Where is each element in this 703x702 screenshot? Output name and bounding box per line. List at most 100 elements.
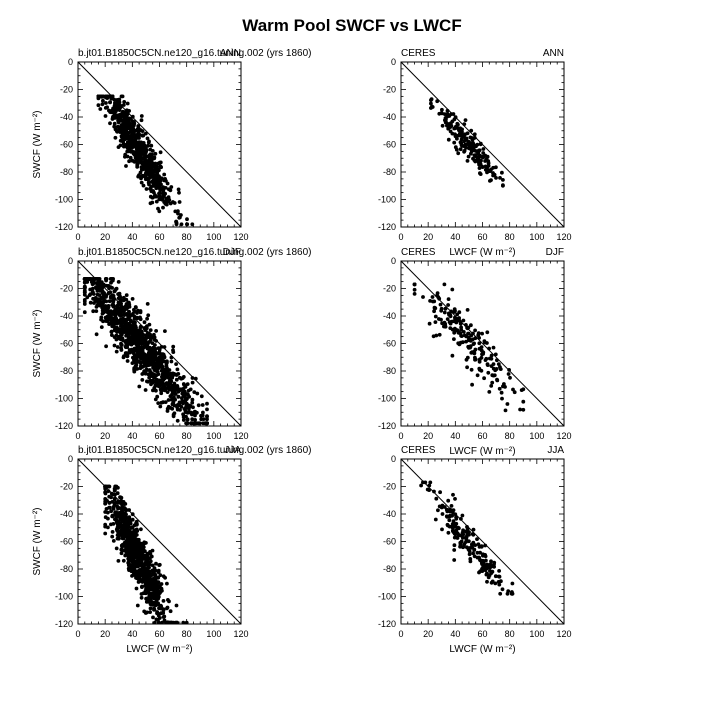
y-tick-label: -40: [383, 509, 396, 519]
data-point: [156, 613, 161, 618]
data-point: [453, 497, 457, 501]
data-point: [108, 121, 112, 126]
data-point: [467, 552, 472, 557]
y-tick-label: -100: [378, 195, 396, 205]
data-point: [112, 124, 117, 129]
data-point: [172, 403, 177, 408]
data-point: [201, 421, 206, 426]
data-point: [440, 107, 444, 112]
data-point: [491, 165, 496, 170]
data-point: [152, 566, 157, 570]
data-point: [144, 187, 149, 191]
data-point: [115, 325, 119, 330]
data-point: [460, 513, 465, 518]
data-point: [103, 531, 108, 536]
data-point: [130, 552, 135, 557]
data-point: [502, 382, 506, 386]
y-tick-label: -80: [383, 366, 396, 376]
data-point: [503, 408, 508, 413]
data-point: [156, 568, 161, 573]
data-point: [141, 563, 145, 568]
data-point: [101, 303, 106, 308]
data-point: [82, 310, 87, 315]
axis-ticks: [77, 260, 242, 427]
data-point: [491, 362, 496, 366]
data-point: [87, 277, 92, 281]
data-point: [457, 342, 462, 347]
data-point: [174, 603, 179, 608]
panel-case-label: CERES: [401, 247, 436, 258]
data-point: [469, 151, 473, 156]
x-tick-label: 100: [529, 232, 544, 242]
x-tick-label: 120: [233, 232, 248, 242]
data-point: [143, 328, 148, 333]
data-point: [158, 355, 163, 360]
data-point: [111, 507, 116, 511]
data-point: [165, 369, 169, 374]
data-point: [419, 483, 423, 488]
data-point: [103, 497, 108, 501]
data-point: [486, 169, 491, 174]
data-point: [192, 390, 197, 394]
data-point: [127, 528, 131, 533]
data-point: [174, 362, 179, 366]
data-point: [144, 575, 149, 580]
data-point: [453, 132, 457, 137]
data-point: [151, 601, 156, 606]
data-point: [497, 386, 502, 391]
data-point: [164, 363, 169, 368]
scatter-panel-6: CERES JJA 0 20 40 60 80 100 120 0 -20 -40 -60 -80 -100…: [378, 445, 572, 655]
data-point: [138, 346, 143, 351]
data-point: [110, 115, 115, 120]
data-point: [449, 504, 454, 508]
data-point: [163, 177, 168, 181]
data-point: [455, 126, 460, 130]
data-point: [447, 524, 452, 529]
data-point: [99, 325, 104, 329]
data-point: [174, 373, 179, 377]
data-point: [113, 319, 118, 323]
panel-case-label: CERES: [401, 48, 436, 59]
data-point: [140, 585, 144, 589]
data-point: [157, 183, 162, 187]
data-point: [97, 284, 102, 288]
data-point: [121, 309, 126, 313]
data-point: [169, 359, 174, 364]
data-point: [489, 178, 493, 183]
data-point: [177, 375, 182, 380]
data-point: [161, 358, 165, 363]
data-point: [464, 535, 468, 540]
data-point: [133, 528, 138, 533]
data-point: [455, 312, 460, 317]
data-point: [459, 534, 464, 538]
data-point: [205, 407, 209, 412]
data-point: [121, 532, 126, 537]
data-point: [148, 194, 153, 199]
data-point: [472, 548, 477, 552]
data-point: [129, 564, 134, 568]
data-point: [138, 546, 142, 551]
data-point: [152, 620, 157, 624]
panel-case-label: b.jt01.B1850C5CN.ne120_g16.tuning.002 (y…: [78, 48, 312, 59]
data-point: [205, 421, 209, 426]
data-point: [452, 548, 457, 552]
data-point: [156, 401, 161, 405]
data-point: [162, 172, 167, 177]
data-point: [148, 337, 153, 342]
data-point: [130, 361, 135, 365]
data-point: [141, 332, 146, 337]
data-point: [141, 183, 146, 188]
data-point: [163, 329, 167, 333]
data-point: [95, 292, 100, 297]
data-point: [191, 411, 196, 416]
data-point: [482, 376, 486, 381]
data-point: [168, 609, 173, 614]
data-point: [111, 539, 116, 543]
data-point: [135, 558, 140, 563]
data-point: [169, 384, 174, 389]
data-point: [166, 598, 170, 602]
data-point: [101, 98, 105, 103]
data-point: [459, 327, 464, 332]
y-tick-label: -80: [60, 167, 73, 177]
